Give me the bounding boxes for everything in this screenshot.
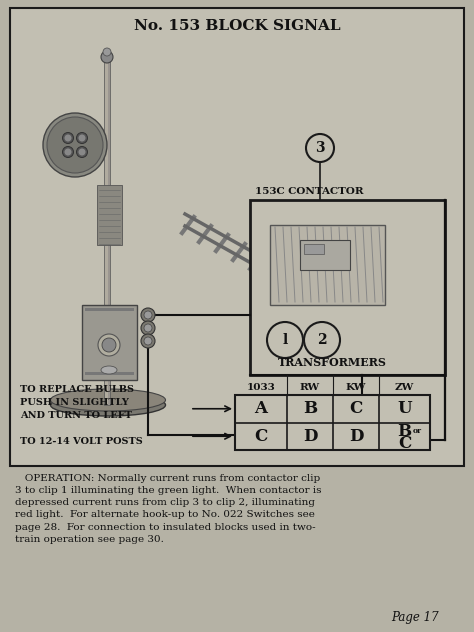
- Circle shape: [47, 117, 103, 173]
- Text: TO REPLACE BULBS
PUSH IN SLIGHTLY
AND TURN TO LEFT: TO REPLACE BULBS PUSH IN SLIGHTLY AND TU…: [20, 385, 134, 420]
- Text: TO 12-14 VOLT POSTS: TO 12-14 VOLT POSTS: [20, 437, 143, 446]
- Bar: [300, 240, 350, 270]
- Text: 3: 3: [315, 141, 325, 155]
- Text: 2: 2: [317, 333, 327, 347]
- Circle shape: [141, 308, 155, 322]
- Bar: [270, 225, 385, 305]
- Ellipse shape: [51, 389, 165, 411]
- Text: ZW: ZW: [395, 382, 414, 391]
- Circle shape: [304, 322, 340, 358]
- Text: D: D: [303, 428, 317, 445]
- Text: No. 153 BLOCK SIGNAL: No. 153 BLOCK SIGNAL: [134, 19, 340, 33]
- Text: OPERATION: Normally current runs from contactor clip
3 to clip 1 illuminating th: OPERATION: Normally current runs from co…: [15, 474, 321, 544]
- Bar: [10, 8, 464, 466]
- Bar: [104, 60, 110, 405]
- Bar: [82, 305, 137, 380]
- Text: Page 17: Page 17: [391, 612, 439, 624]
- Text: C: C: [255, 428, 268, 445]
- Text: 1033: 1033: [246, 382, 275, 391]
- Bar: [97, 185, 122, 245]
- Ellipse shape: [101, 366, 117, 374]
- Text: B: B: [303, 400, 317, 417]
- Bar: [105, 60, 108, 405]
- Bar: [85, 308, 134, 311]
- Circle shape: [76, 147, 88, 157]
- Circle shape: [141, 321, 155, 335]
- Text: A: A: [255, 400, 267, 417]
- Text: or: or: [412, 427, 422, 435]
- Text: 153C CONTACTOR: 153C CONTACTOR: [255, 188, 364, 197]
- Text: B: B: [397, 423, 411, 440]
- Bar: [85, 372, 134, 375]
- Circle shape: [79, 135, 85, 142]
- Bar: [250, 200, 445, 375]
- Circle shape: [101, 51, 113, 63]
- Circle shape: [76, 133, 88, 143]
- Bar: [304, 244, 324, 254]
- Circle shape: [64, 149, 72, 155]
- Circle shape: [306, 134, 334, 162]
- Circle shape: [144, 324, 152, 332]
- Text: C: C: [398, 435, 411, 452]
- Circle shape: [144, 337, 152, 345]
- Circle shape: [98, 334, 120, 356]
- Text: C: C: [349, 400, 363, 417]
- Circle shape: [102, 338, 116, 352]
- Text: TRANSFORMERS: TRANSFORMERS: [278, 358, 387, 368]
- Circle shape: [267, 322, 303, 358]
- Circle shape: [79, 149, 85, 155]
- Ellipse shape: [51, 394, 165, 416]
- Text: D: D: [349, 428, 363, 445]
- Circle shape: [64, 135, 72, 142]
- Bar: [75, 135, 105, 155]
- Text: U: U: [397, 400, 412, 417]
- Circle shape: [63, 133, 73, 143]
- Bar: [235, 395, 430, 450]
- Circle shape: [144, 311, 152, 319]
- Circle shape: [43, 113, 107, 177]
- Text: l: l: [283, 333, 288, 347]
- Text: KW: KW: [346, 382, 366, 391]
- Circle shape: [103, 48, 111, 56]
- Circle shape: [63, 147, 73, 157]
- Circle shape: [141, 334, 155, 348]
- Text: RW: RW: [300, 382, 320, 391]
